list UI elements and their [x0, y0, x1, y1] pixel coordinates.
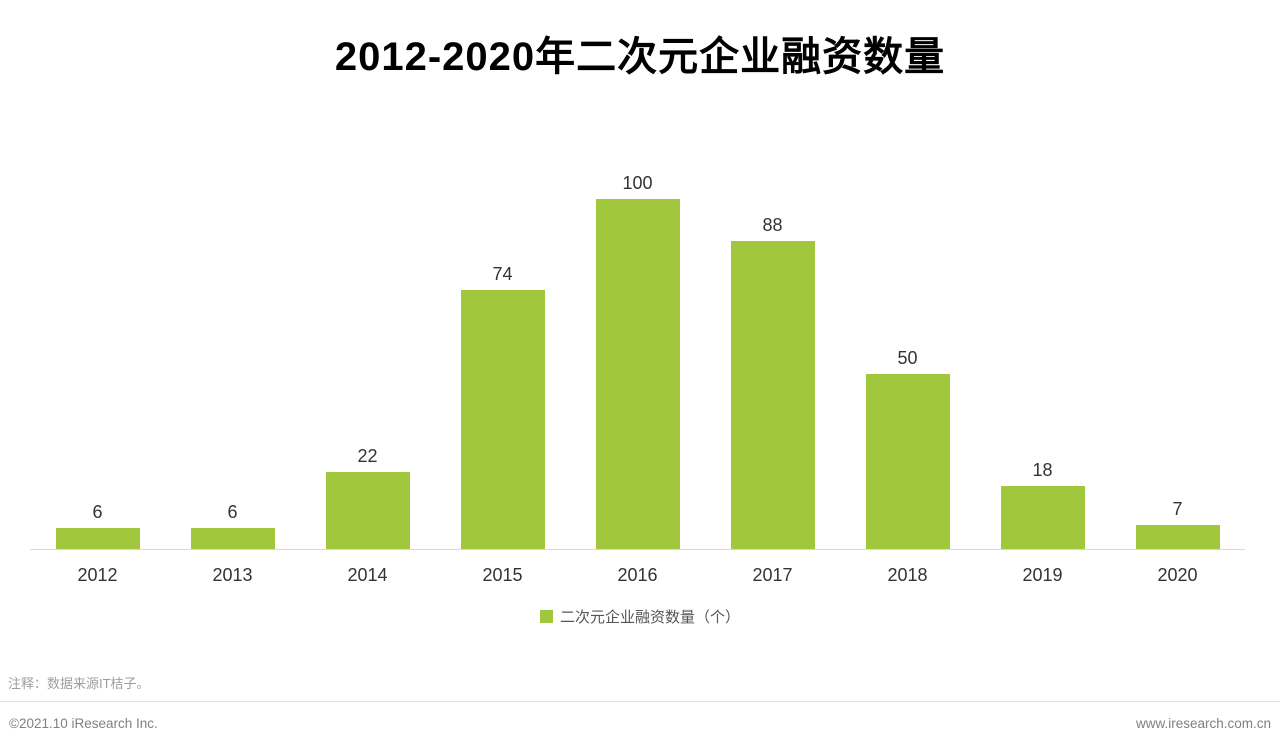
legend-swatch-icon	[539, 610, 553, 623]
bar-value-label: 18	[1032, 460, 1053, 480]
bar-group: 74	[435, 158, 570, 549]
x-axis-label: 2020	[1157, 565, 1198, 585]
plot-area: 6 6 22 74 100 88 50 18 7	[30, 158, 1245, 550]
bar-group: 6	[165, 158, 300, 549]
footer-website-link[interactable]: www.iresearch.com.cn	[1135, 716, 1271, 731]
bar-group: 100	[570, 158, 705, 549]
bar	[1135, 524, 1220, 549]
bar	[460, 290, 545, 549]
source-note: 注释：数据来源IT桔子。	[8, 676, 150, 691]
x-axis-label: 2017	[752, 565, 793, 585]
chart-title: 2012-2020年二次元企业融资数量	[334, 35, 946, 79]
x-axis: 2012 2013 2014 2015 2016 2017 2018 2019 2020	[30, 551, 1245, 586]
bar	[730, 241, 815, 549]
bar-value-label: 7	[1172, 498, 1183, 519]
x-axis-label: 2018	[887, 565, 928, 585]
x-axis-label: 2019	[1022, 565, 1063, 585]
x-axis-label: 2012	[77, 565, 118, 585]
legend-label: 二次元企业融资数量（个）	[559, 609, 740, 626]
bar-value-label: 50	[897, 348, 918, 368]
bar	[595, 199, 680, 549]
bar	[325, 472, 410, 549]
bar-group: 88	[705, 158, 840, 549]
bar	[1000, 486, 1085, 549]
bar	[55, 528, 140, 549]
x-axis-label: 2016	[617, 565, 658, 585]
bar-value-label: 6	[92, 502, 103, 522]
bar-group: 22	[300, 158, 435, 549]
bar-value-label: 6	[227, 502, 238, 522]
x-axis-label: 2013	[212, 565, 253, 585]
x-axis-label: 2015	[482, 565, 523, 585]
footer-copyright: ©2021.10 iResearch Inc.	[9, 716, 158, 731]
x-axis-label: 2014	[347, 565, 388, 585]
legend: 二次元企业融资数量（个）	[0, 606, 1280, 627]
footer: ©2021.10 iResearch Inc. www.iresearch.co…	[0, 701, 1280, 745]
bar-value-label: 22	[357, 446, 378, 466]
bar	[190, 528, 275, 549]
bar-value-label: 74	[492, 264, 513, 284]
bar-group: 6	[30, 158, 165, 549]
bar	[865, 374, 950, 549]
bar-value-label: 100	[622, 173, 653, 193]
bar-value-label: 88	[762, 215, 783, 235]
bar-group: 18	[975, 158, 1110, 549]
bar-group: 7	[1110, 158, 1245, 549]
bar-group: 50	[840, 158, 975, 549]
